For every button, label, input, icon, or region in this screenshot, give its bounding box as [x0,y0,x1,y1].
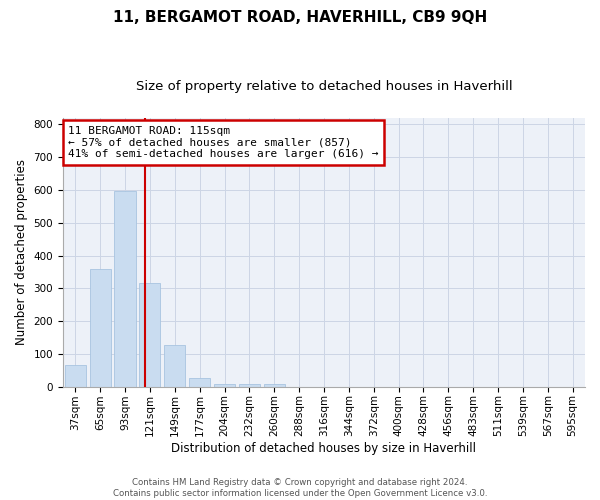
Bar [263,384,285,386]
Bar [214,384,235,386]
Title: Size of property relative to detached houses in Haverhill: Size of property relative to detached ho… [136,80,512,93]
Bar [189,378,210,386]
Bar [164,344,185,387]
X-axis label: Distribution of detached houses by size in Haverhill: Distribution of detached houses by size … [172,442,476,455]
Y-axis label: Number of detached properties: Number of detached properties [15,159,28,345]
Bar [115,191,136,386]
Bar [89,270,111,386]
Text: 11, BERGAMOT ROAD, HAVERHILL, CB9 9QH: 11, BERGAMOT ROAD, HAVERHILL, CB9 9QH [113,10,487,25]
Bar [65,366,86,386]
Text: 11 BERGAMOT ROAD: 115sqm
← 57% of detached houses are smaller (857)
41% of semi-: 11 BERGAMOT ROAD: 115sqm ← 57% of detach… [68,126,379,159]
Text: Contains HM Land Registry data © Crown copyright and database right 2024.
Contai: Contains HM Land Registry data © Crown c… [113,478,487,498]
Bar [239,384,260,386]
Bar [139,284,160,387]
